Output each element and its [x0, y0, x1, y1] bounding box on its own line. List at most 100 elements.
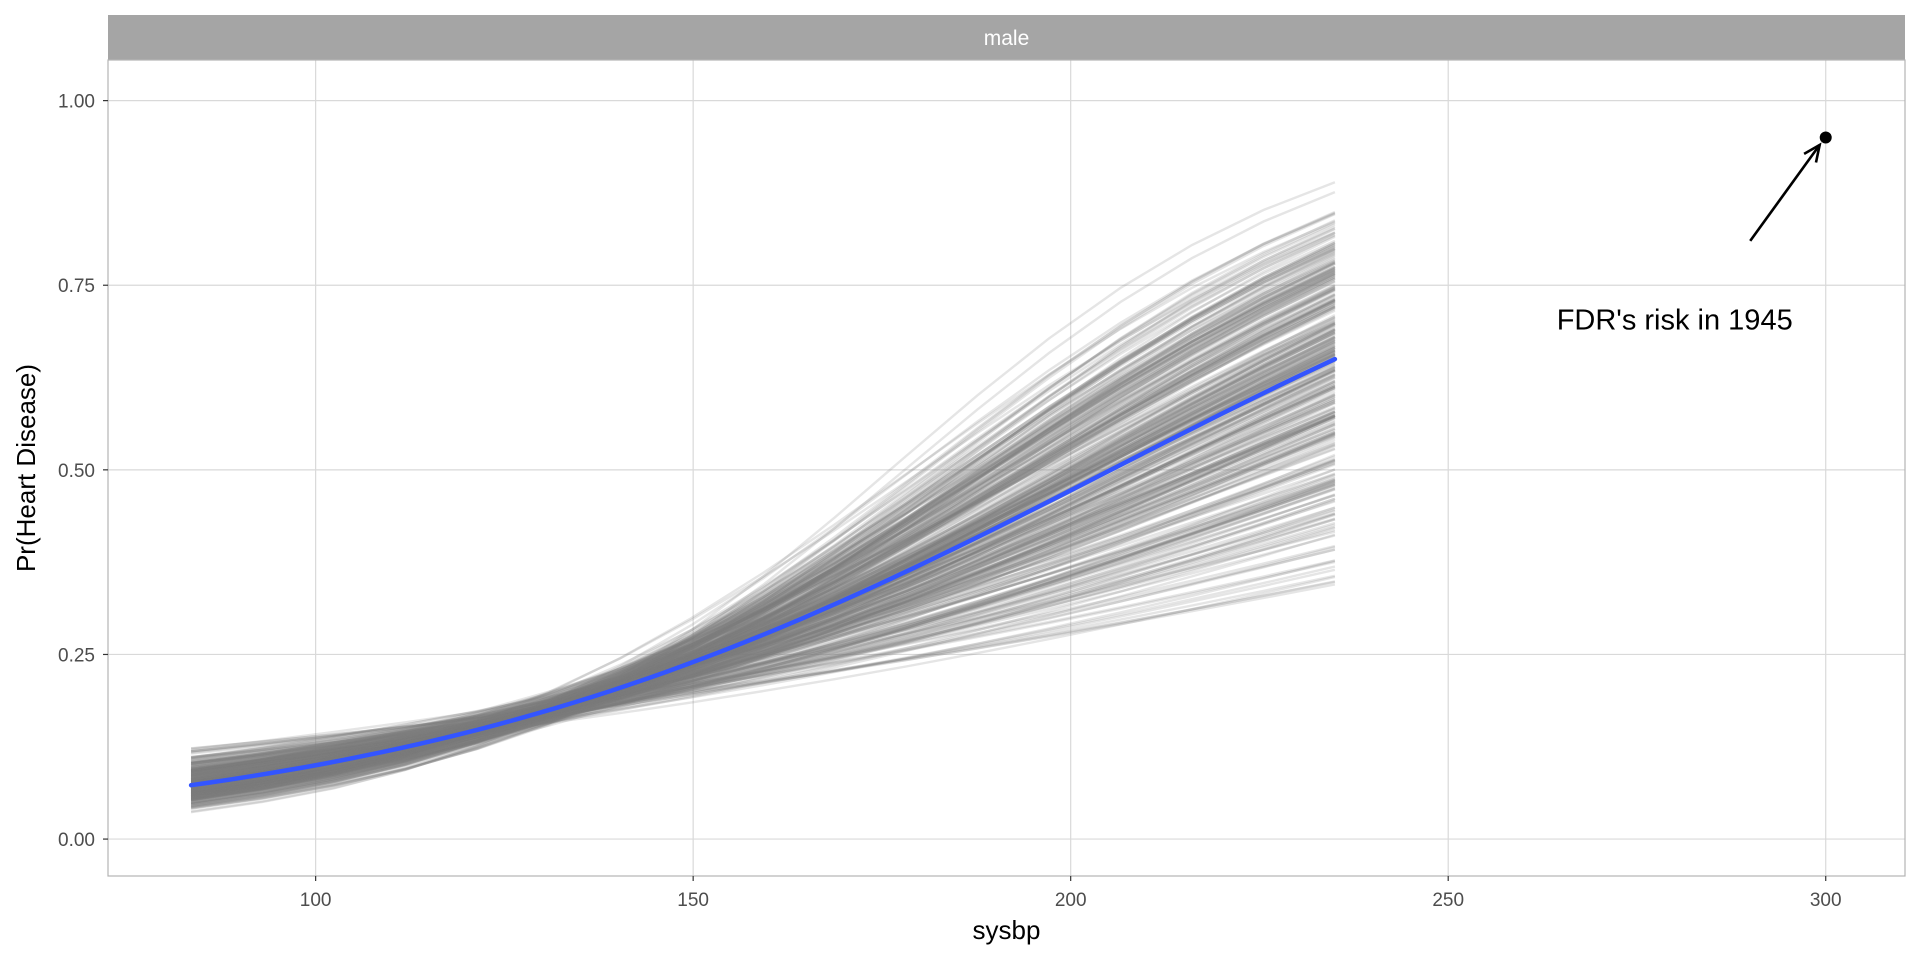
- posterior-draw-line: [190, 241, 1336, 805]
- posterior-draw-line: [190, 518, 1336, 769]
- posterior-draw-line: [190, 297, 1336, 795]
- posterior-draw-line: [190, 432, 1336, 779]
- posterior-draw-line: [190, 245, 1336, 802]
- posterior-draw-line: [190, 431, 1336, 779]
- y-tick-label: 0.00: [58, 830, 95, 851]
- posterior-draw-line: [190, 423, 1336, 779]
- posterior-draw-line: [190, 388, 1336, 780]
- posterior-draw-line: [190, 349, 1336, 784]
- posterior-draw-line: [190, 253, 1336, 805]
- posterior-draw-line: [190, 433, 1336, 781]
- posterior-draw-line: [190, 509, 1336, 765]
- posterior-draw-line: [190, 362, 1336, 773]
- posterior-draw-line: [190, 384, 1336, 783]
- posterior-draw-line: [190, 412, 1336, 778]
- posterior-draw-line: [190, 478, 1336, 764]
- posterior-draw-line: [190, 517, 1336, 762]
- posterior-draw-line: [190, 249, 1336, 806]
- posterior-draw-line: [190, 231, 1336, 805]
- posterior-draw-line: [190, 477, 1336, 772]
- posterior-draw-line: [190, 246, 1336, 798]
- posterior-draw-line: [190, 575, 1336, 765]
- mean-curve-layer: [188, 356, 1338, 788]
- posterior-draw-line: [190, 350, 1336, 786]
- posterior-draw-line: [190, 393, 1336, 791]
- posterior-draw-line: [190, 430, 1336, 777]
- posterior-draw-line: [190, 213, 1336, 808]
- annotation-point: [1819, 131, 1832, 144]
- mean-curve: [188, 356, 1338, 788]
- posterior-draw-line: [190, 271, 1336, 801]
- posterior-draw-line: [190, 335, 1336, 791]
- posterior-draw-line: [190, 316, 1336, 794]
- posterior-draw-line: [190, 329, 1336, 792]
- posterior-draw-line: [190, 480, 1336, 771]
- posterior-draw-line: [190, 332, 1336, 786]
- posterior-draw-line: [190, 241, 1336, 805]
- posterior-draw-line: [190, 360, 1336, 790]
- posterior-draw-line: [190, 348, 1336, 794]
- posterior-draw-line: [190, 231, 1336, 800]
- posterior-draw-line: [190, 352, 1336, 777]
- y-tick-label: 1.00: [58, 92, 95, 113]
- posterior-draw-line: [190, 181, 1336, 814]
- posterior-draw-line: [190, 394, 1336, 772]
- posterior-draw-line: [190, 265, 1336, 801]
- posterior-draw-line: [190, 530, 1336, 751]
- posterior-draw-line: [190, 286, 1336, 802]
- posterior-draw-line: [190, 482, 1336, 772]
- posterior-draw-line: [190, 219, 1336, 810]
- posterior-draw-line: [190, 385, 1336, 782]
- posterior-draw-line: [190, 321, 1336, 795]
- posterior-draw-line: [190, 413, 1336, 775]
- posterior-draw-line: [190, 427, 1336, 776]
- posterior-draw-line: [190, 345, 1336, 785]
- posterior-draw-line: [190, 405, 1336, 776]
- y-axis: 0.00 0.25 0.50 0.75 1.00: [58, 92, 108, 851]
- posterior-draw-line: [190, 328, 1336, 793]
- posterior-draw-line: [190, 486, 1336, 770]
- posterior-draw-line: [190, 309, 1336, 787]
- posterior-draw-line: [190, 559, 1336, 753]
- posterior-draw-line: [190, 475, 1336, 767]
- posterior-draw-line: [190, 533, 1336, 772]
- posterior-draw-line: [190, 385, 1336, 782]
- posterior-draw-line: [190, 241, 1336, 809]
- posterior-draw-line: [190, 269, 1336, 798]
- posterior-draw-line: [190, 295, 1336, 795]
- posterior-draw-line: [190, 414, 1336, 787]
- posterior-draw-line: [190, 306, 1336, 793]
- posterior-draw-line: [190, 266, 1336, 798]
- posterior-draw-line: [190, 506, 1336, 772]
- posterior-draw-line: [190, 399, 1336, 782]
- posterior-draw-line: [190, 455, 1336, 771]
- posterior-draw-line: [190, 293, 1336, 795]
- posterior-draw-line: [190, 305, 1336, 792]
- posterior-draw-line: [190, 278, 1336, 796]
- x-tick-label: 200: [1055, 890, 1087, 911]
- posterior-draw-line: [190, 468, 1336, 759]
- posterior-draw-line: [190, 497, 1336, 773]
- posterior-draw-line: [190, 279, 1336, 797]
- posterior-draw-line: [190, 292, 1336, 801]
- posterior-draw-line: [190, 373, 1336, 773]
- posterior-draw-line: [190, 256, 1336, 807]
- posterior-draw-line: [190, 528, 1336, 761]
- posterior-draw-line: [190, 410, 1336, 777]
- posterior-draw-line: [190, 499, 1336, 773]
- posterior-draw-line: [190, 534, 1336, 760]
- posterior-draw-line: [190, 265, 1336, 799]
- posterior-draw-line: [190, 393, 1336, 781]
- posterior-draw-line: [190, 442, 1336, 770]
- posterior-draw-line: [190, 301, 1336, 797]
- y-tick-label: 0.50: [58, 461, 95, 482]
- posterior-draw-line: [190, 305, 1336, 797]
- annotation: FDR's risk in 1945: [1557, 131, 1832, 337]
- posterior-draw-line: [190, 386, 1336, 794]
- posterior-draw-line: [190, 368, 1336, 792]
- posterior-draw-line: [190, 443, 1336, 777]
- posterior-draw-line: [190, 270, 1336, 798]
- posterior-draw-line: [190, 487, 1336, 769]
- posterior-draw-line: [190, 434, 1336, 780]
- posterior-draw-line: [190, 330, 1336, 792]
